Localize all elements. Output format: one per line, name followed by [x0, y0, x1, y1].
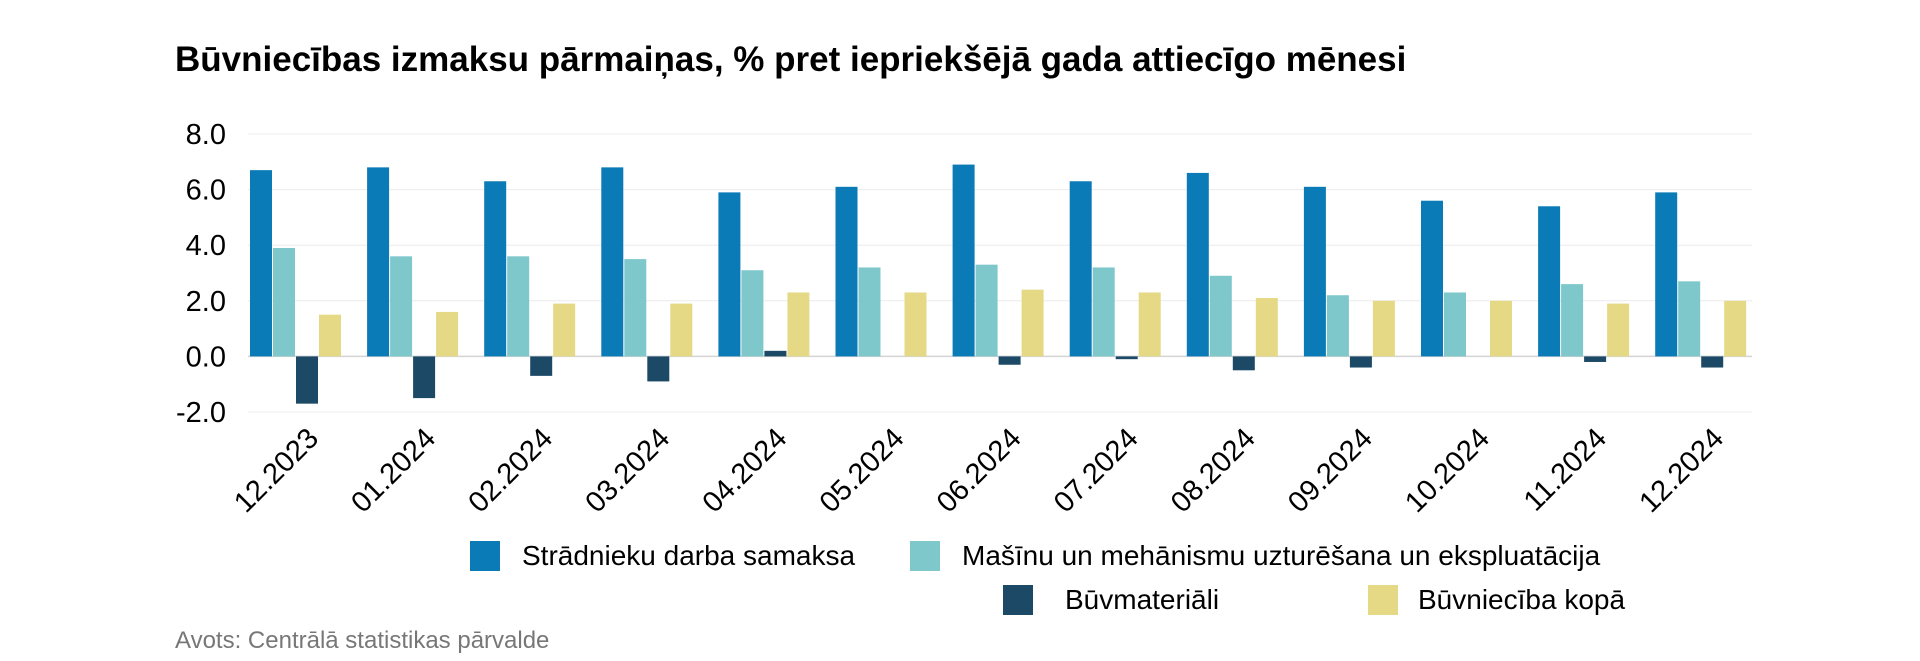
x-tick-label: 12.2024 [1633, 422, 1730, 519]
bar [1607, 303, 1630, 357]
bar [436, 311, 459, 357]
bar [1115, 356, 1138, 360]
x-tick-label: 02.2024 [462, 422, 559, 519]
bar [601, 167, 624, 357]
bar [952, 164, 975, 357]
bar [296, 356, 318, 404]
bar [1421, 200, 1443, 357]
legend-item-total: Būvniecība kopā [1368, 584, 1625, 616]
bar [1092, 267, 1115, 357]
bar [858, 267, 881, 357]
bar [647, 356, 670, 382]
bar [1490, 300, 1512, 357]
legend-item-materials: Būvmateriāli [1003, 584, 1219, 616]
x-tick-label: 07.2024 [1048, 422, 1145, 519]
legend-swatch-total [1368, 585, 1398, 615]
x-tick-label: 06.2024 [931, 422, 1028, 519]
bar [1372, 300, 1395, 357]
x-tick-label: 11.2024 [1518, 422, 1613, 517]
chart-title: Būvniecības izmaksu pārmaiņas, % pret ie… [175, 40, 1407, 79]
bar [975, 264, 998, 357]
x-tick-label: 10.2024 [1399, 422, 1496, 519]
x-tick-label: 05.2024 [814, 422, 911, 519]
bar [1232, 356, 1255, 371]
bar [1209, 275, 1232, 357]
bar [367, 167, 390, 357]
x-tick-label: 12.2023 [228, 422, 325, 519]
bar [670, 303, 693, 357]
x-tick-label: 09.2024 [1282, 422, 1379, 519]
bar [624, 259, 647, 357]
bar [835, 186, 858, 357]
bar [484, 181, 507, 357]
bar [998, 356, 1021, 365]
legend-swatch-machinery [910, 541, 940, 571]
x-tick-label: 03.2024 [579, 422, 676, 519]
bar [764, 350, 787, 357]
bar [1701, 356, 1724, 368]
bar [390, 256, 413, 357]
bar [250, 170, 272, 357]
y-tick-label: 2.0 [186, 286, 226, 318]
bar [1444, 292, 1466, 357]
y-tick-label: 6.0 [186, 175, 226, 207]
x-tick-label: 01.2024 [345, 422, 442, 519]
legend-label-machinery: Mašīnu un mehānismu uzturēšana un eksplu… [962, 540, 1601, 571]
bar [1255, 298, 1278, 357]
bar [1349, 356, 1372, 368]
bar [1561, 284, 1584, 357]
y-tick-label: 0.0 [186, 341, 226, 373]
x-tick-label: 08.2024 [1165, 422, 1262, 519]
bar [1584, 356, 1607, 362]
bar [273, 247, 295, 357]
y-tick-label: 8.0 [186, 119, 226, 151]
bar [413, 356, 436, 399]
x-tick-label: 04.2024 [697, 422, 794, 519]
bar [1655, 192, 1678, 357]
bar [904, 292, 927, 357]
bar [1678, 281, 1701, 357]
bar [507, 256, 530, 357]
bar [530, 356, 553, 376]
bar [553, 303, 576, 357]
legend-label-materials: Būvmateriāli [1065, 584, 1220, 615]
y-tick-label: -2.0 [176, 397, 226, 429]
bar [1069, 181, 1092, 357]
bar [319, 314, 341, 357]
bar [1138, 292, 1161, 357]
bar [1186, 172, 1209, 357]
bar [1021, 289, 1044, 357]
bar [1724, 300, 1747, 357]
bar [787, 292, 810, 357]
legend-swatch-wages [470, 541, 500, 571]
source-note: Avots: Centrālā statistikas pārvalde [175, 627, 550, 654]
bar [1538, 206, 1561, 357]
bar [718, 192, 741, 357]
legend-label-wages: Strādnieku darba samaksa [522, 540, 856, 571]
legend-swatch-materials [1003, 585, 1033, 615]
bar [741, 270, 764, 357]
legend-label-total: Būvniecība kopā [1418, 584, 1626, 615]
bar [1326, 295, 1349, 357]
y-tick-label: 4.0 [186, 230, 226, 262]
bar [1303, 186, 1326, 357]
legend-item-machinery: Mašīnu un mehānismu uzturēšana un eksplu… [910, 540, 1600, 572]
legend-item-wages: Strādnieku darba samaksa [470, 540, 855, 572]
